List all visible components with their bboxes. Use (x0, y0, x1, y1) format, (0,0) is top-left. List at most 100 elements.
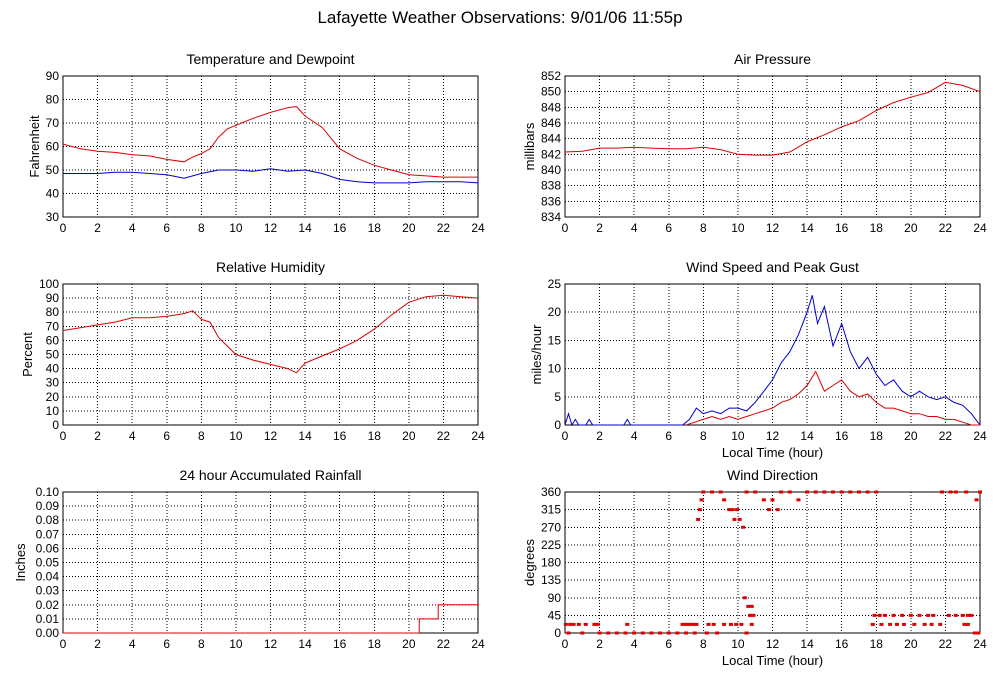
data-point (568, 622, 573, 626)
y-tick-label: 0.01 (36, 612, 60, 626)
data-point (580, 631, 585, 635)
data-point (706, 622, 711, 626)
data-point (583, 622, 588, 626)
y-axis-label: Percent (20, 332, 35, 377)
data-point (917, 613, 922, 617)
series-line-1 (564, 295, 981, 427)
x-tick-label: 10 (731, 221, 745, 235)
data-point (912, 622, 917, 626)
y-tick-label: 90 (46, 291, 60, 305)
y-tick-label: 25 (548, 277, 562, 291)
data-point (625, 622, 630, 626)
y-axis-label: miles/hour (529, 324, 544, 385)
y-tick-label: 850 (541, 85, 561, 99)
y-tick-label: 90 (46, 69, 60, 83)
x-tick-label: 8 (700, 429, 707, 443)
x-axis-label: Local Time (hour) (722, 653, 823, 668)
x-tick-label: 14 (800, 221, 814, 235)
x-tick-label: 22 (939, 429, 953, 443)
data-point (748, 613, 753, 617)
x-tick-label: 2 (94, 637, 101, 651)
data-point (751, 613, 756, 617)
data-point (690, 622, 695, 626)
x-tick-label: 16 (333, 221, 347, 235)
x-tick-label: 18 (870, 637, 884, 651)
y-tick-label: 15 (548, 333, 562, 347)
y-tick-label: 20 (46, 390, 60, 404)
y-tick-label: 0.08 (36, 513, 60, 527)
data-point (595, 622, 600, 626)
x-tick-label: 10 (229, 429, 243, 443)
data-point (749, 604, 754, 608)
y-tick-label: 360 (541, 485, 561, 499)
data-point (882, 613, 887, 617)
x-tick-label: 20 (402, 637, 416, 651)
data-point (938, 622, 943, 626)
y-tick-label: 70 (46, 116, 60, 130)
x-tick-label: 10 (731, 429, 745, 443)
data-point (744, 490, 749, 494)
x-tick-label: 0 (60, 637, 67, 651)
data-point (972, 631, 977, 635)
x-tick-label: 22 (939, 221, 953, 235)
x-tick-label: 8 (700, 637, 707, 651)
y-tick-label: 50 (46, 163, 60, 177)
x-tick-label: 16 (333, 429, 347, 443)
x-tick-label: 8 (198, 637, 205, 651)
x-tick-label: 4 (631, 637, 638, 651)
data-point (926, 613, 931, 617)
data-point (684, 622, 689, 626)
data-point (839, 490, 844, 494)
data-point (730, 508, 735, 512)
data-point (722, 498, 727, 502)
data-point (870, 622, 875, 626)
data-point (761, 498, 766, 502)
x-tick-label: 18 (368, 637, 382, 651)
data-point (891, 613, 896, 617)
data-point (939, 490, 944, 494)
x-tick-label: 2 (596, 429, 603, 443)
data-point (640, 631, 645, 635)
page-title: Lafayette Weather Observations: 9/01/06 … (317, 8, 683, 27)
data-point (948, 490, 953, 494)
data-point (796, 498, 801, 502)
x-tick-label: 14 (298, 637, 312, 651)
y-tick-label: 40 (46, 187, 60, 201)
y-tick-label: 842 (541, 147, 561, 161)
data-point (729, 622, 733, 626)
x-tick-label: 14 (298, 221, 312, 235)
x-tick-label: 6 (163, 429, 170, 443)
series-line-1 (62, 294, 479, 374)
y-axis-label: degrees (522, 539, 537, 586)
x-tick-label: 20 (904, 221, 918, 235)
data-point (711, 622, 716, 626)
data-point (879, 622, 884, 626)
y-tick-label: 0.07 (36, 527, 60, 541)
y-tick-label: 225 (541, 538, 561, 552)
data-point (953, 490, 958, 494)
data-point (732, 517, 737, 521)
data-point (749, 622, 754, 626)
data-point (742, 596, 747, 600)
y-tick-label: 90 (548, 591, 562, 605)
x-tick-label: 8 (198, 221, 205, 235)
y-tick-label: 0.10 (36, 485, 60, 499)
x-tick-label: 24 (471, 221, 485, 235)
data-point (666, 631, 671, 635)
data-point (895, 622, 899, 626)
y-tick-label: 20 (548, 305, 562, 319)
x-tick-label: 12 (766, 221, 780, 235)
data-point (737, 517, 742, 521)
x-tick-label: 16 (835, 637, 849, 651)
data-point (697, 508, 702, 512)
x-tick-label: 18 (368, 429, 382, 443)
data-point (775, 508, 780, 512)
y-tick-label: 315 (541, 503, 561, 517)
x-tick-label: 22 (939, 637, 953, 651)
data-point (718, 490, 723, 494)
y-tick-label: 848 (541, 100, 561, 114)
y-tick-label: 45 (548, 608, 562, 622)
x-tick-label: 24 (973, 429, 987, 443)
data-point (649, 631, 654, 635)
